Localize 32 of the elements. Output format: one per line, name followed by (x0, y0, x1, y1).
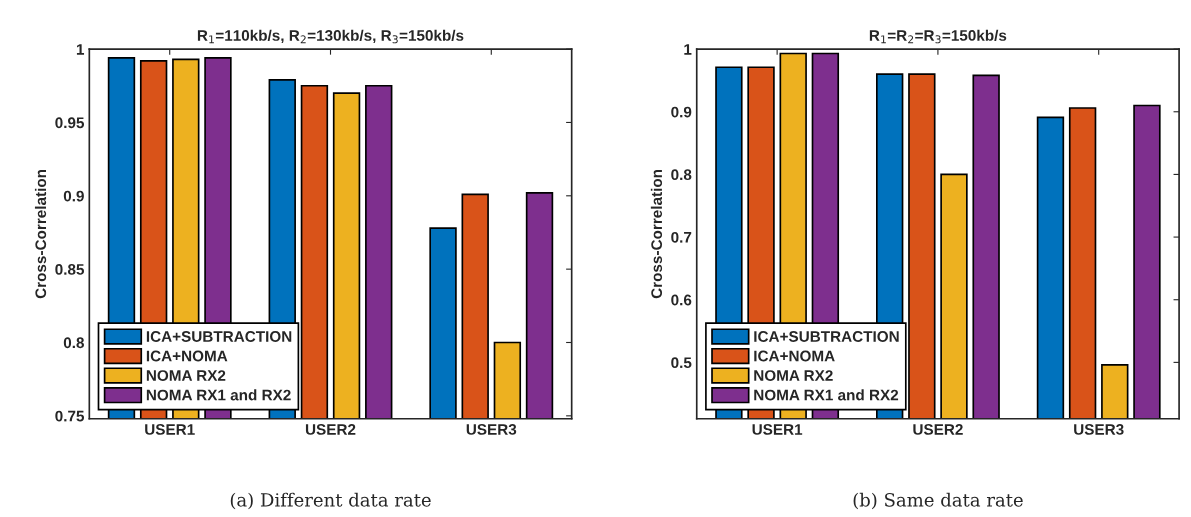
y-tick-label: 0.8 (63, 337, 84, 349)
legend-label: NOMA RX1 and RX2 (754, 389, 899, 401)
legend-label: NOMA RX2 (146, 370, 226, 381)
y-tick-label: 0.9 (63, 190, 84, 202)
y-axis-title: Cross-Correlation (650, 169, 663, 299)
legend-label: ICA+NOMA (146, 350, 228, 362)
x-tick-label: USER2 (913, 424, 963, 435)
y-tick-label: 0.9 (671, 106, 692, 118)
y-tick-label: 0.85 (55, 264, 85, 275)
x-tick-label: USER1 (752, 424, 803, 435)
text: (b) Same data rate (853, 492, 1023, 510)
x-tick-label: USER3 (1074, 424, 1124, 435)
y-tick-label: 1 (76, 44, 85, 55)
y-axis-title: Cross-Correlation (34, 169, 47, 299)
chart-title: R$_{1}$=R$_{2}$=R$_{3}$=150kb/s (869, 29, 1007, 44)
y-tick-label: 0.5 (671, 357, 692, 369)
legend-label: NOMA RX1 and RX2 (146, 389, 291, 401)
legend-label: NOMA RX2 (754, 370, 833, 381)
y-tick-label: 1 (684, 44, 692, 55)
y-tick-label: 0.6 (671, 294, 692, 306)
legend-label: ICA+NOMA (754, 350, 835, 362)
x-tick-label: USER1 (145, 424, 195, 435)
legend-label: ICA+SUBTRACTION (754, 331, 899, 342)
x-tick-label: USER3 (466, 424, 517, 435)
y-tick-label: 0.7 (671, 231, 692, 243)
chart-title: R$_{1}$=110kb/s, R$_{2}$=130kb/s, R$_{3}$=150kb/s (197, 29, 464, 44)
x-tick-label: USER2 (305, 424, 356, 435)
y-tick-label: 0.95 (55, 117, 85, 129)
text: (a) Different data rate (230, 492, 431, 510)
legend-label: ICA+SUBTRACTION (146, 331, 292, 342)
y-tick-label: 0.8 (671, 169, 692, 181)
y-tick-label: 0.75 (55, 410, 85, 422)
